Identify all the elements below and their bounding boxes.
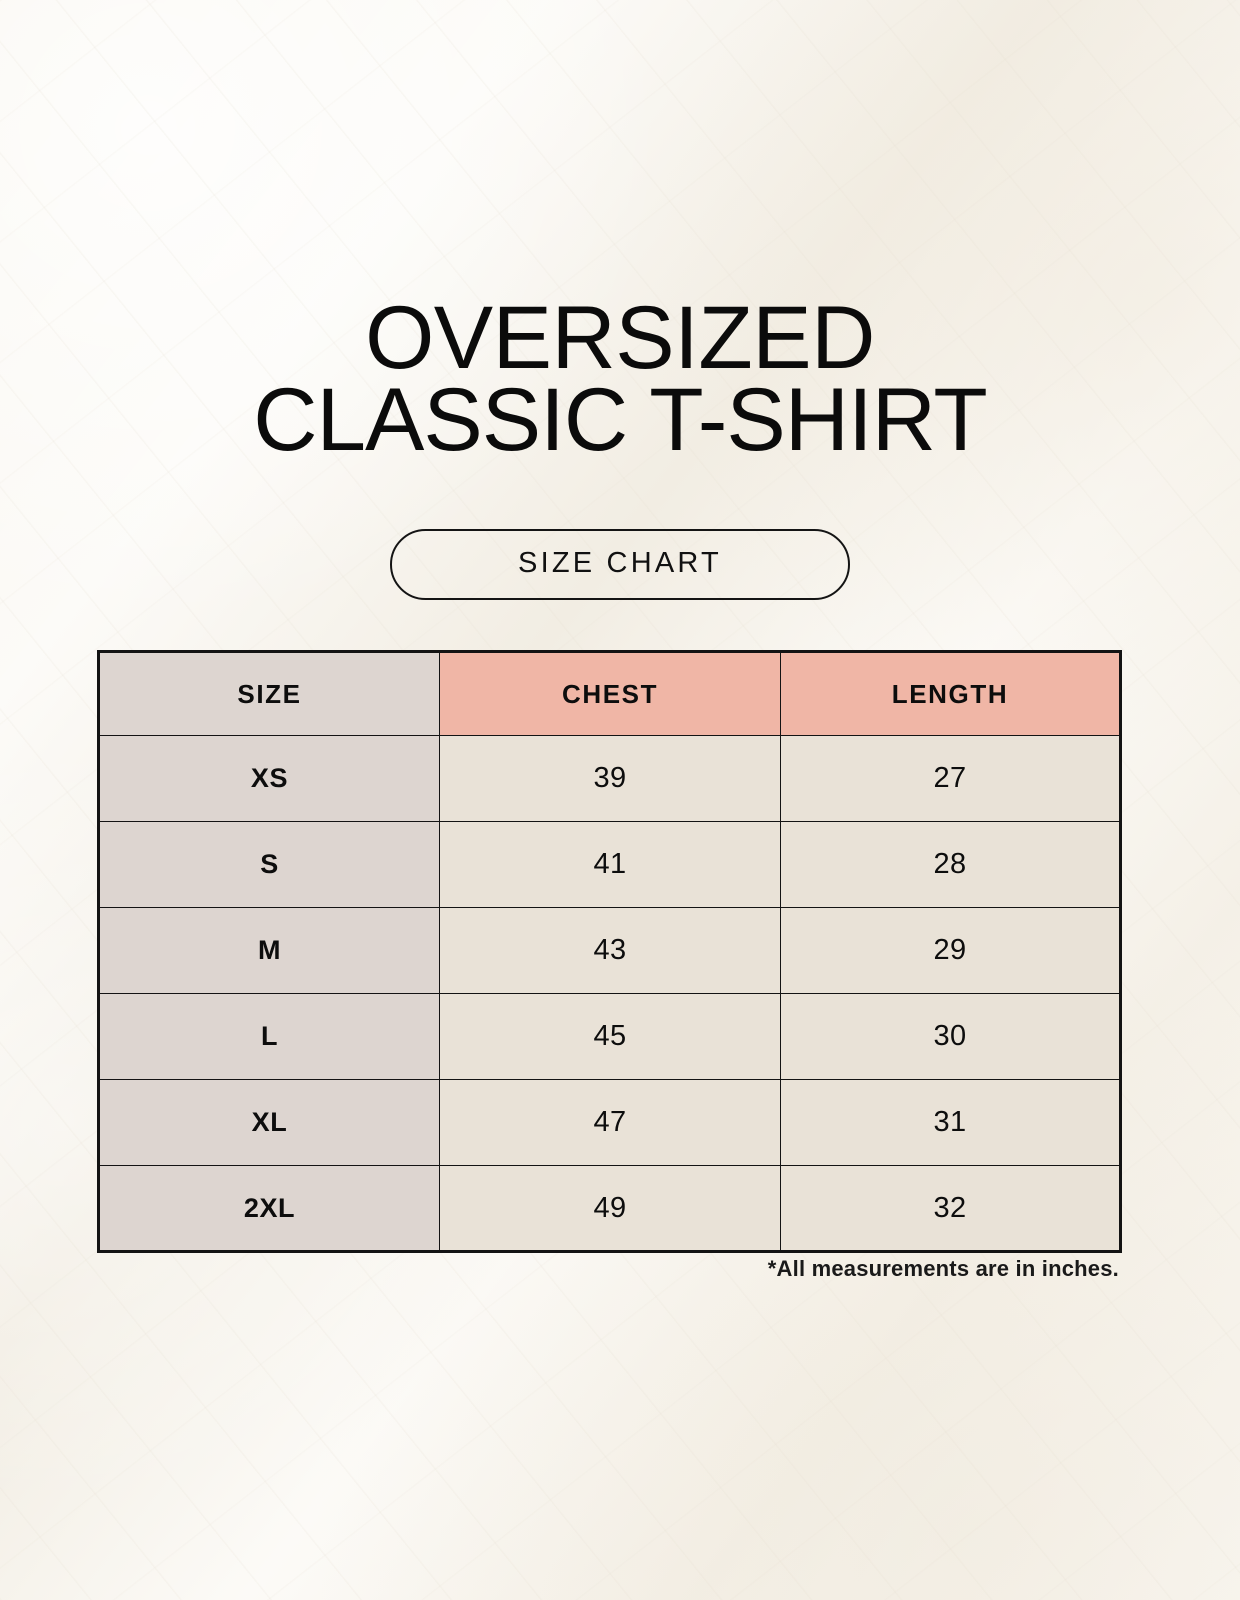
table-row: L 45 30: [98, 993, 1121, 1080]
title-line-1: OVERSIZED: [365, 287, 875, 387]
column-header-size: SIZE: [98, 651, 440, 736]
cell-size: XL: [98, 1079, 440, 1166]
cell-size: XS: [98, 735, 440, 822]
cell-size: L: [98, 993, 440, 1080]
size-chart-badge: SIZE CHART: [390, 529, 850, 600]
page-title: OVERSIZED CLASSIC T-SHIRT: [0, 287, 1240, 469]
cell-length: 31: [780, 1079, 1121, 1166]
cell-length: 30: [780, 993, 1121, 1080]
cell-length: 27: [780, 735, 1121, 822]
cell-chest: 39: [439, 735, 781, 822]
table-header-row: SIZE CHEST LENGTH: [98, 651, 1121, 736]
column-header-chest: CHEST: [439, 651, 781, 736]
cell-size: S: [98, 821, 440, 908]
cell-length: 32: [780, 1165, 1121, 1252]
cell-length: 28: [780, 821, 1121, 908]
cell-chest: 43: [439, 907, 781, 994]
table-row: XS 39 27: [98, 735, 1121, 822]
cell-size: M: [98, 907, 440, 994]
table-header: SIZE CHEST LENGTH: [98, 651, 1121, 736]
title-line-2: CLASSIC T-SHIRT: [253, 369, 987, 469]
cell-chest: 45: [439, 993, 781, 1080]
measurement-note: *All measurements are in inches.: [767, 1256, 1119, 1281]
cell-chest: 41: [439, 821, 781, 908]
table-row: 2XL 49 32: [98, 1165, 1121, 1252]
table-row: XL 47 31: [98, 1079, 1121, 1166]
size-chart-badge-container: SIZE CHART: [0, 529, 1240, 600]
cell-size: 2XL: [98, 1165, 440, 1252]
table-row: S 41 28: [98, 821, 1121, 908]
column-header-length: LENGTH: [780, 651, 1121, 736]
cell-length: 29: [780, 907, 1121, 994]
table-row: M 43 29: [98, 907, 1121, 994]
cell-chest: 47: [439, 1079, 781, 1166]
table-body: XS 39 27 S 41 28 M 43 29 L 45 30: [98, 735, 1121, 1252]
cell-chest: 49: [439, 1165, 781, 1252]
size-chart-table: SIZE CHEST LENGTH XS 39 27 S 41 28 M: [97, 650, 1122, 1253]
